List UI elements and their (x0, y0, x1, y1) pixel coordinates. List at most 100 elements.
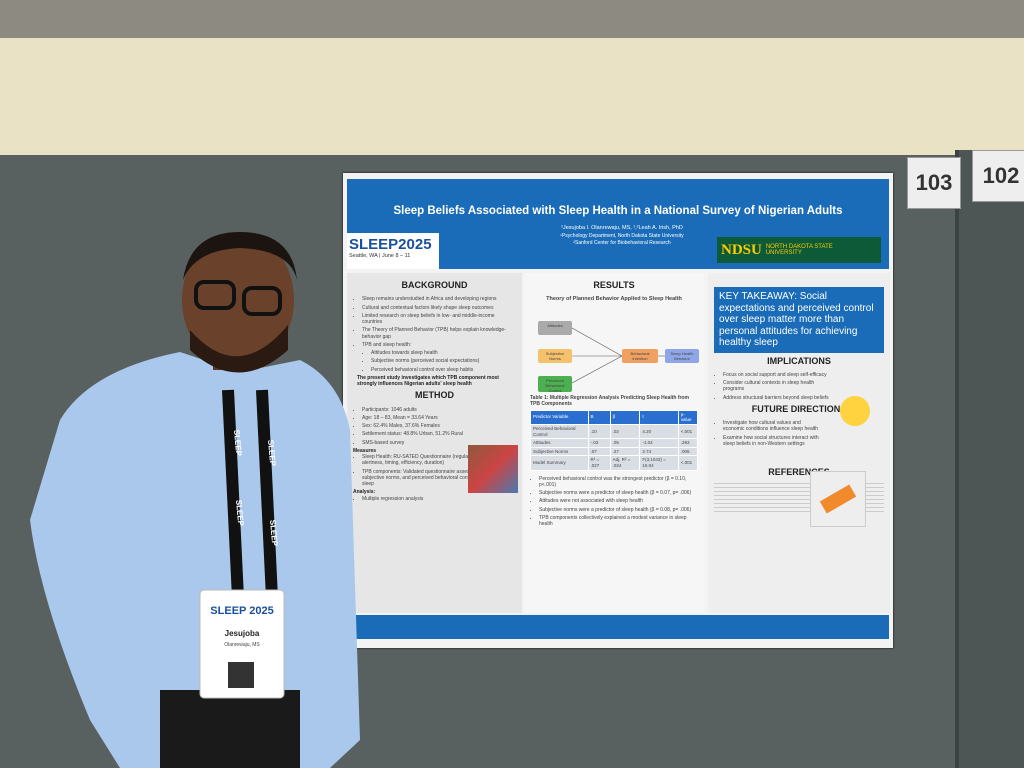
bullet-item: Subjective norms were a predictor of sle… (539, 490, 698, 496)
bullet-list: Attitudes towards sleep health Subjective… (353, 350, 516, 373)
table-cell: Adj. R² = .024 (609, 455, 641, 471)
middle-column: RESULTS Theory of Planned Behavior Appli… (524, 273, 704, 613)
university-logo: NDSU NORTH DAKOTA STATE UNIVERSITY (717, 237, 881, 263)
table-row: Perceived Behavioral Control .10.02 4.20 <.… (530, 423, 699, 440)
bullet-item: Attitudes towards sleep health (371, 350, 516, 356)
poster-affiliation: ¹Psychology Department, North Dakota Sta… (560, 233, 684, 239)
qr-code (228, 662, 254, 688)
lanyard-text: SLEEP (232, 429, 243, 457)
poster-authors: ¹Jesujoba I. Olanrewaju, MS, ¹,²Leah A. … (561, 225, 683, 231)
bullet-item: Perceived behavioral control was the str… (539, 476, 698, 489)
bullet-item: Settlement status: 48.8% Urban, 51.2% Ru… (362, 431, 472, 437)
poster-title: Sleep Beliefs Associated with Sleep Heal… (393, 205, 843, 217)
university-short: NDSU (721, 241, 762, 258)
table-header-cell: Predictor Variable (530, 409, 589, 425)
room-number: 102 (972, 150, 1024, 202)
lanyard-text: SLEEP (234, 499, 245, 527)
left-column: BACKGROUND Sleep remains understudied in… (347, 273, 522, 613)
glasses (242, 286, 282, 316)
table-title: Table 1: Multiple Regression Analysis Pr… (530, 395, 689, 408)
diagram-node: Sleep Health Behavior (665, 349, 699, 364)
section-heading: IMPLICATIONS (767, 355, 831, 366)
diagram-node: Attitudes (538, 321, 572, 336)
bullet-item: Subjective norms (perceived social expec… (371, 358, 516, 364)
subheading: Analysis: (353, 489, 376, 496)
badge-conference: SLEEP 2025 (210, 605, 273, 617)
bullet-list: Sleep remains understudied in Africa and… (353, 296, 516, 348)
bullet-list: Perceived behavioral control was the str… (530, 476, 698, 528)
poster-affiliation: ²Sanford Center for Biobehavioral Resear… (573, 240, 671, 246)
beard (190, 325, 288, 373)
table-cell: F(3,1043) = 16.04 (639, 455, 679, 471)
university-name: NORTH DAKOTA STATE UNIVERSITY (765, 244, 833, 256)
lanyard (222, 389, 244, 599)
sleepy-emoji (840, 396, 870, 426)
table-cell: R² = .027 (587, 455, 611, 471)
ceiling (0, 0, 1024, 38)
table-row: Model Summary R² = .027 Adj. R² = .024 F(3,… (530, 455, 699, 471)
bullet-item: TPB components: Validated questionnaire … (362, 469, 516, 488)
bullet-list: Sleep Health: RU-SATED Questionnaire (re… (353, 454, 516, 487)
lanyard-text: SLEEP (266, 439, 277, 467)
table-cell: .10 (587, 423, 611, 440)
bullet-item: Address structural barriers beyond sleep… (723, 395, 833, 401)
table-cell: 4.20 (639, 423, 679, 440)
diagram-arrows (571, 327, 665, 384)
future-icon (810, 471, 866, 527)
table-row: Attitudes -.03.05 -1.04.293 (530, 438, 699, 448)
bullet-item: Limited research on sleep beliefs in low… (362, 313, 516, 326)
head (182, 232, 294, 368)
bullet-item: Multiple regression analysis (362, 496, 516, 502)
bullet-item: Attitudes were not associated with sleep… (539, 498, 698, 504)
section-heading: METHOD (415, 390, 454, 401)
table-cell: Perceived Behavioral Control (530, 423, 589, 440)
subheading: Measures (353, 447, 377, 454)
bullet-item: Perceived behavioral control over sleep … (371, 367, 516, 373)
bullet-item: Examine how social structures interact w… (723, 435, 823, 448)
bullet-item: TPB and sleep health: (362, 342, 516, 348)
section-heading: BACKGROUND (401, 280, 468, 290)
glasses (194, 280, 236, 310)
hair (183, 232, 297, 280)
bullet-item: Participants: 1046 adults (362, 407, 472, 413)
bullet-item: Age: 18 – 83, Mean = 33.64 Years (362, 415, 472, 421)
diagram-node: Perceived Behavioral Control (538, 376, 572, 393)
table-cell: <.001 (677, 423, 699, 440)
bullet-item: Sleep Health: RU-SATED Questionnaire (re… (362, 454, 516, 467)
bullet-item: Sleep remains understudied in Africa and… (362, 296, 516, 302)
conference-location: Seattle, WA | June 8 – 11 (349, 253, 411, 259)
section-heading: RESULTS (593, 280, 635, 290)
lanyard-text: SLEEP (268, 519, 279, 547)
bullet-item: Subjective norms were a predictor of sle… (539, 507, 698, 513)
table-header-cell: p-value (677, 409, 699, 425)
table-cell: Model Summary (530, 455, 589, 471)
diagram-node: Subjective Norms (538, 349, 572, 364)
diagram-node: Behavioral Intention (622, 349, 658, 364)
right-column: KEY TAKEAWAY: Social expectations and pe… (708, 273, 890, 613)
table-header-cell: B (587, 409, 611, 425)
table-cell: .02 (609, 423, 641, 440)
conference-logo: SLEEP2025 Seattle, WA | June 8 – 11 (347, 233, 439, 269)
bullet-item: Sex: 62.4% Males, 37.6% Females (362, 423, 472, 429)
section-heading: FUTURE DIRECTIONS (751, 403, 847, 414)
name-badge (199, 589, 285, 699)
badge-detail: Olanrewaju, MS (224, 642, 260, 648)
table-cell: <.001 (677, 455, 699, 471)
bullet-item: Investigate how cultural values and econ… (723, 420, 823, 433)
bullet-list: Multiple regression analysis (353, 496, 516, 502)
room-number: 103 (907, 157, 961, 209)
bullet-list: Focus on social support and sleep self-e… (714, 372, 833, 401)
bullet-item: Focus on social support and sleep self-e… (723, 372, 833, 378)
poster-header: Sleep Beliefs Associated with Sleep Heal… (347, 179, 889, 269)
bullet-list: Participants: 1046 adults Age: 18 – 83, M… (353, 407, 472, 446)
bullet-item: Cultural and contextual factors likely s… (362, 305, 516, 311)
figure-title: Theory of Planned Behavior Applied to Sl… (546, 296, 682, 303)
bullet-item: TPB components collectively explained a … (539, 515, 698, 528)
badge-name: Jesujoba (225, 629, 260, 638)
lanyard (256, 389, 278, 599)
bullet-list: Investigate how cultural values and econ… (714, 420, 823, 447)
